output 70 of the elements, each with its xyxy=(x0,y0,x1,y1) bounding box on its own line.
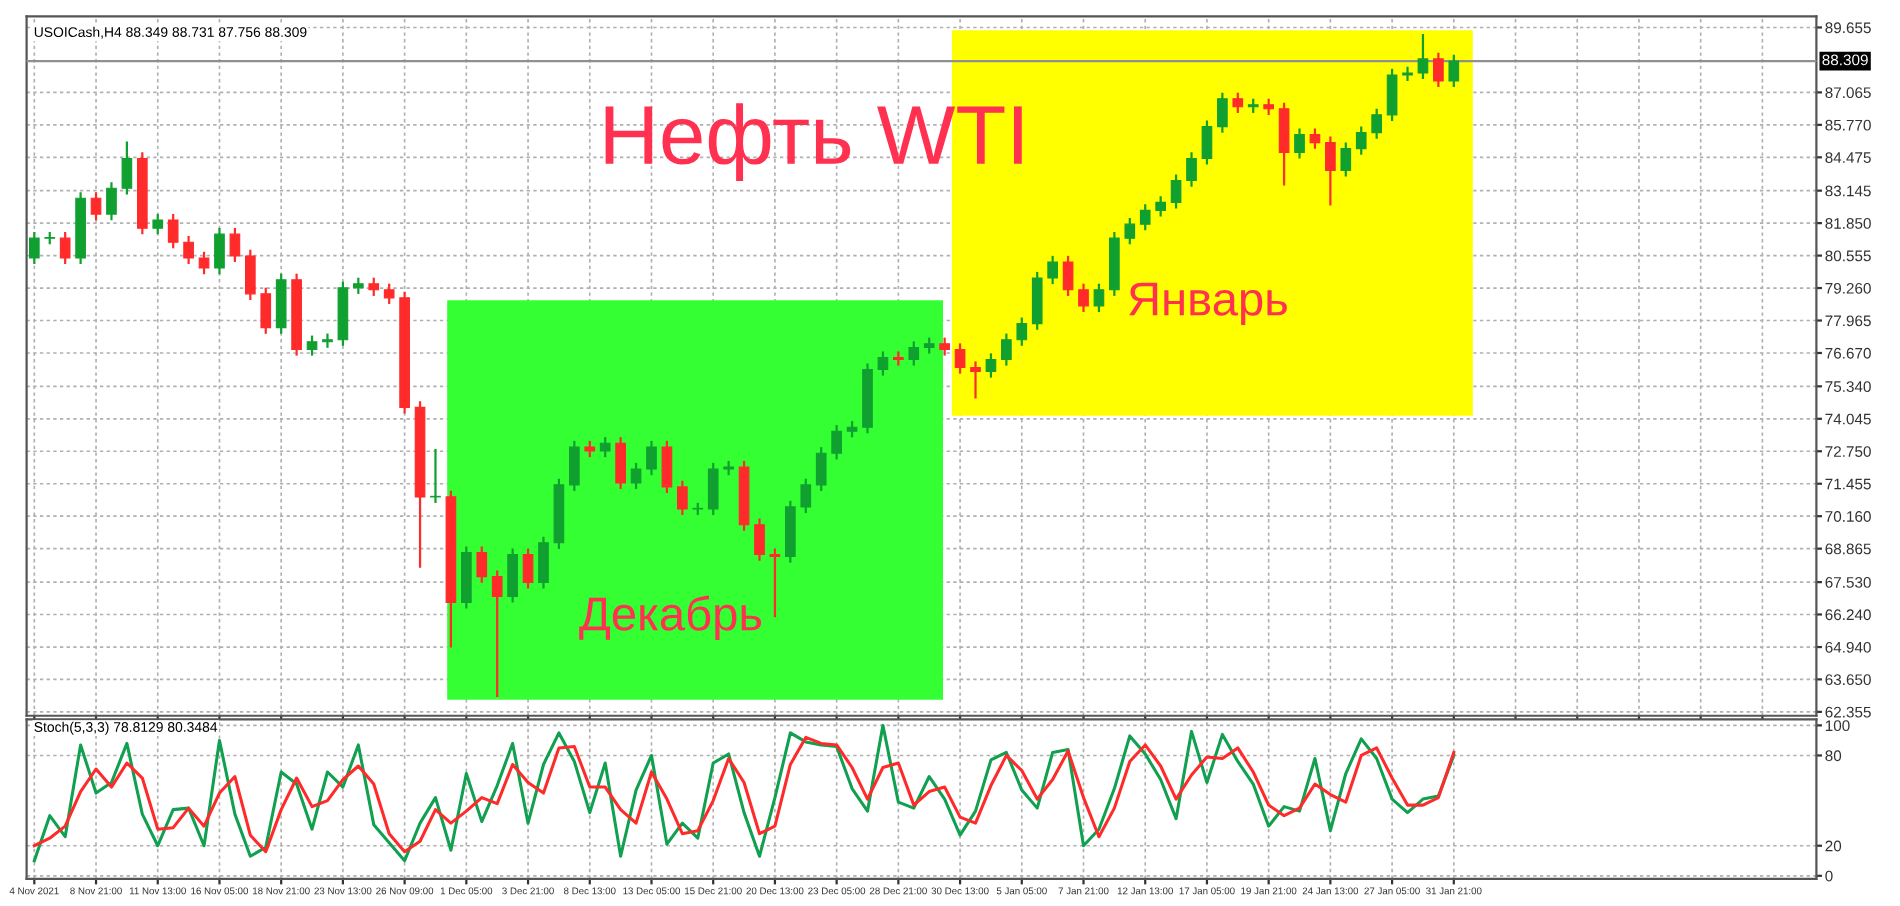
candlestick xyxy=(908,341,920,366)
candlestick xyxy=(1278,102,1290,186)
annotation: Январь xyxy=(1129,282,1287,326)
candlestick xyxy=(1433,52,1444,88)
candlestick xyxy=(1371,108,1383,139)
candlestick xyxy=(507,548,518,603)
candlestick xyxy=(646,440,657,476)
candlestick xyxy=(152,214,164,235)
candlestick xyxy=(1047,255,1058,285)
candlestick xyxy=(1201,120,1213,165)
candlestick xyxy=(707,462,719,516)
candlestick xyxy=(970,361,981,399)
candlestick xyxy=(275,273,287,334)
candlestick xyxy=(214,228,225,275)
candlestick xyxy=(815,447,827,491)
candlestick xyxy=(430,448,441,504)
candlestick xyxy=(1170,174,1182,209)
candlestick xyxy=(630,462,642,489)
candlestick xyxy=(167,214,179,249)
candlestick xyxy=(831,425,842,460)
candlestick xyxy=(538,536,549,589)
candlestick xyxy=(183,236,194,265)
candlestick xyxy=(1155,196,1166,217)
candlestick xyxy=(661,440,673,493)
candlestick xyxy=(1016,317,1028,346)
candlestick xyxy=(106,182,117,221)
candlestick xyxy=(28,232,40,265)
candlestick xyxy=(383,283,395,304)
candlestick xyxy=(1062,255,1074,296)
candlestick xyxy=(1001,333,1012,366)
candlestick xyxy=(754,518,765,561)
candlestick xyxy=(322,333,333,348)
candlestick xyxy=(1186,152,1197,187)
candlestick xyxy=(1417,34,1429,80)
candlestick xyxy=(1386,68,1398,121)
candlestick xyxy=(1340,142,1352,177)
candlestick xyxy=(1294,128,1305,159)
candlestick xyxy=(491,570,503,698)
candlestick xyxy=(198,251,210,275)
candlestick xyxy=(260,287,272,334)
candlestick xyxy=(985,353,997,378)
candlestick xyxy=(692,502,704,516)
candlestick xyxy=(522,548,534,589)
candlestick xyxy=(476,546,488,583)
candlestick xyxy=(244,249,256,300)
candlestick xyxy=(1402,66,1413,82)
candlestick xyxy=(1078,283,1089,312)
candlestick xyxy=(615,437,626,489)
candlestick xyxy=(877,351,889,376)
candlestick xyxy=(229,228,241,263)
candlestick xyxy=(954,343,966,374)
candlestick xyxy=(569,440,580,491)
candlestick xyxy=(1217,92,1228,133)
candlestick xyxy=(1309,128,1321,149)
candlestick xyxy=(769,548,781,618)
candlestick xyxy=(121,141,133,195)
candlestick xyxy=(59,232,71,265)
candlestick xyxy=(44,232,56,245)
candlestick xyxy=(800,478,812,514)
candlestick xyxy=(90,192,102,221)
candlestick xyxy=(1031,271,1043,330)
candlestick xyxy=(1093,283,1105,312)
candlestick xyxy=(677,480,688,516)
candlestick xyxy=(1139,204,1151,231)
candlestick xyxy=(1448,54,1460,88)
candlestick xyxy=(1325,136,1336,206)
candlestick xyxy=(1232,92,1244,113)
candlestick xyxy=(1355,126,1367,155)
annotation: Декабрь xyxy=(579,595,762,641)
candlestick xyxy=(1124,218,1136,245)
